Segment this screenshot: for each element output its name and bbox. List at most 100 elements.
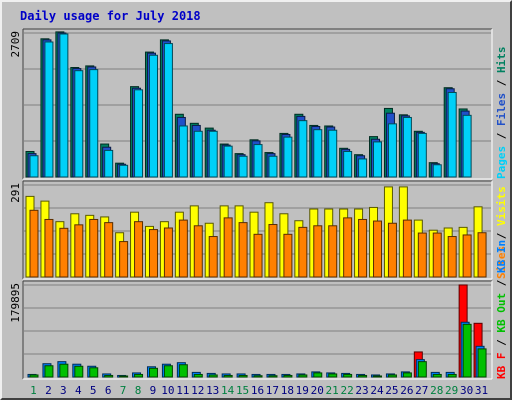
bar-pages-day-28 — [432, 164, 442, 178]
y-max-label: 2709 — [9, 31, 22, 58]
bar-sites-day-31 — [477, 232, 487, 278]
bar-sites-day-7 — [119, 241, 129, 278]
day-label-8: 8 — [135, 384, 142, 397]
bar-sites-day-10 — [163, 227, 173, 278]
bar-kb-out-day-9 — [148, 367, 158, 378]
bar-sites-day-18 — [283, 233, 293, 278]
bar-pages-day-12 — [193, 130, 203, 178]
legend-separator: / — [495, 273, 508, 293]
legend-entry-sites: Sites — [495, 246, 508, 279]
bar-sites-day-3 — [59, 227, 69, 278]
bar-pages-day-16 — [253, 144, 263, 178]
day-label-7: 7 — [120, 384, 127, 397]
bar-kb-out-day-26 — [402, 372, 412, 378]
bar-sites-day-19 — [298, 226, 308, 278]
bar-kb-out-day-1 — [29, 374, 39, 378]
bar-pages-day-10 — [163, 43, 173, 178]
bar-kb-out-day-4 — [74, 365, 84, 378]
legend-hits-files-pages: Pages / Files / Hits — [495, 47, 508, 180]
y-max-label: 291 — [9, 183, 22, 203]
bar-pages-day-11 — [178, 125, 188, 178]
bar-kb-out-day-30 — [462, 323, 472, 378]
bar-pages-day-19 — [298, 120, 308, 178]
day-label-31: 31 — [475, 384, 488, 397]
bar-sites-day-2 — [44, 218, 54, 278]
day-label-30: 30 — [460, 384, 473, 397]
bar-sites-day-11 — [178, 219, 188, 278]
legend-kbin-kbout: KB F / KB Out / KB In — [495, 240, 508, 379]
bar-kb-out-day-25 — [387, 374, 397, 378]
day-label-21: 21 — [326, 384, 339, 397]
bar-kb-out-day-20 — [313, 372, 323, 378]
bar-sites-day-5 — [89, 218, 99, 278]
bar-sites-day-24 — [373, 220, 383, 278]
bar-sites-day-21 — [328, 225, 338, 278]
bar-sites-day-25 — [387, 222, 397, 278]
bar-pages-day-9 — [148, 54, 158, 178]
day-label-11: 11 — [176, 384, 189, 397]
legend-separator: / — [495, 333, 508, 353]
bar-kb-out-day-19 — [298, 374, 308, 378]
bar-pages-day-21 — [328, 129, 338, 178]
legend-separator: / — [495, 226, 508, 246]
bar-sites-day-29 — [447, 236, 457, 278]
bar-pages-day-29 — [447, 91, 457, 178]
bar-sites-day-30 — [462, 234, 472, 278]
bar-kb-out-day-11 — [178, 364, 188, 378]
legend-entry-hits: Hits — [495, 47, 508, 74]
bar-sites-day-14 — [223, 217, 233, 278]
bar-sites-day-8 — [134, 221, 144, 278]
bar-kb-out-day-12 — [193, 373, 203, 378]
legend-separator: / — [495, 73, 508, 93]
bar-pages-day-6 — [104, 149, 114, 178]
day-label-2: 2 — [45, 384, 52, 397]
day-label-13: 13 — [206, 384, 219, 397]
bar-pages-day-17 — [268, 155, 278, 178]
day-label-1: 1 — [30, 384, 37, 397]
bar-sites-day-20 — [313, 225, 323, 278]
legend-visits-sites: Sites / Visits — [495, 186, 508, 279]
bar-kb-out-day-2 — [44, 365, 54, 378]
bar-pages-day-22 — [343, 150, 353, 178]
day-label-16: 16 — [251, 384, 264, 397]
legend-entry-kb-out: KB Out — [495, 293, 508, 333]
bar-sites-day-9 — [148, 229, 158, 278]
bar-kb-out-day-6 — [104, 374, 114, 378]
bar-kb-out-day-29 — [447, 373, 457, 378]
day-label-19: 19 — [296, 384, 309, 397]
day-label-27: 27 — [415, 384, 428, 397]
bar-kb-out-day-14 — [223, 374, 233, 378]
day-label-17: 17 — [266, 384, 279, 397]
bar-pages-day-1 — [29, 155, 39, 178]
bar-sites-day-26 — [402, 219, 412, 278]
bar-pages-day-18 — [283, 136, 293, 178]
bar-pages-day-23 — [358, 158, 368, 178]
bar-sites-day-4 — [74, 224, 84, 278]
bar-pages-day-24 — [373, 141, 383, 178]
day-label-12: 12 — [191, 384, 204, 397]
legend-entry-files: Files — [495, 93, 508, 126]
bar-sites-day-1 — [29, 209, 39, 278]
bar-pages-day-2 — [44, 41, 54, 178]
day-label-25: 25 — [385, 384, 398, 397]
day-label-14: 14 — [221, 384, 235, 397]
bar-kb-out-day-10 — [163, 365, 173, 378]
day-label-15: 15 — [236, 384, 249, 397]
day-label-5: 5 — [90, 384, 97, 397]
bar-kb-out-day-27 — [417, 361, 427, 378]
legend-entry-visits: Visits — [495, 186, 508, 226]
bar-pages-day-30 — [462, 114, 472, 178]
legend-entry-kb-f: KB F — [495, 353, 508, 380]
bar-kb-out-day-13 — [208, 374, 218, 378]
bar-kb-out-day-8 — [134, 373, 144, 378]
bar-pages-day-7 — [119, 164, 129, 178]
bar-pages-day-8 — [134, 89, 144, 178]
chart-title: Daily usage for July 2018 — [20, 9, 201, 23]
bar-kb-out-day-3 — [59, 363, 69, 378]
legend-separator: / — [495, 126, 508, 146]
bar-sites-day-22 — [343, 217, 353, 278]
bar-sites-day-13 — [208, 236, 218, 278]
bar-pages-day-3 — [59, 33, 69, 178]
